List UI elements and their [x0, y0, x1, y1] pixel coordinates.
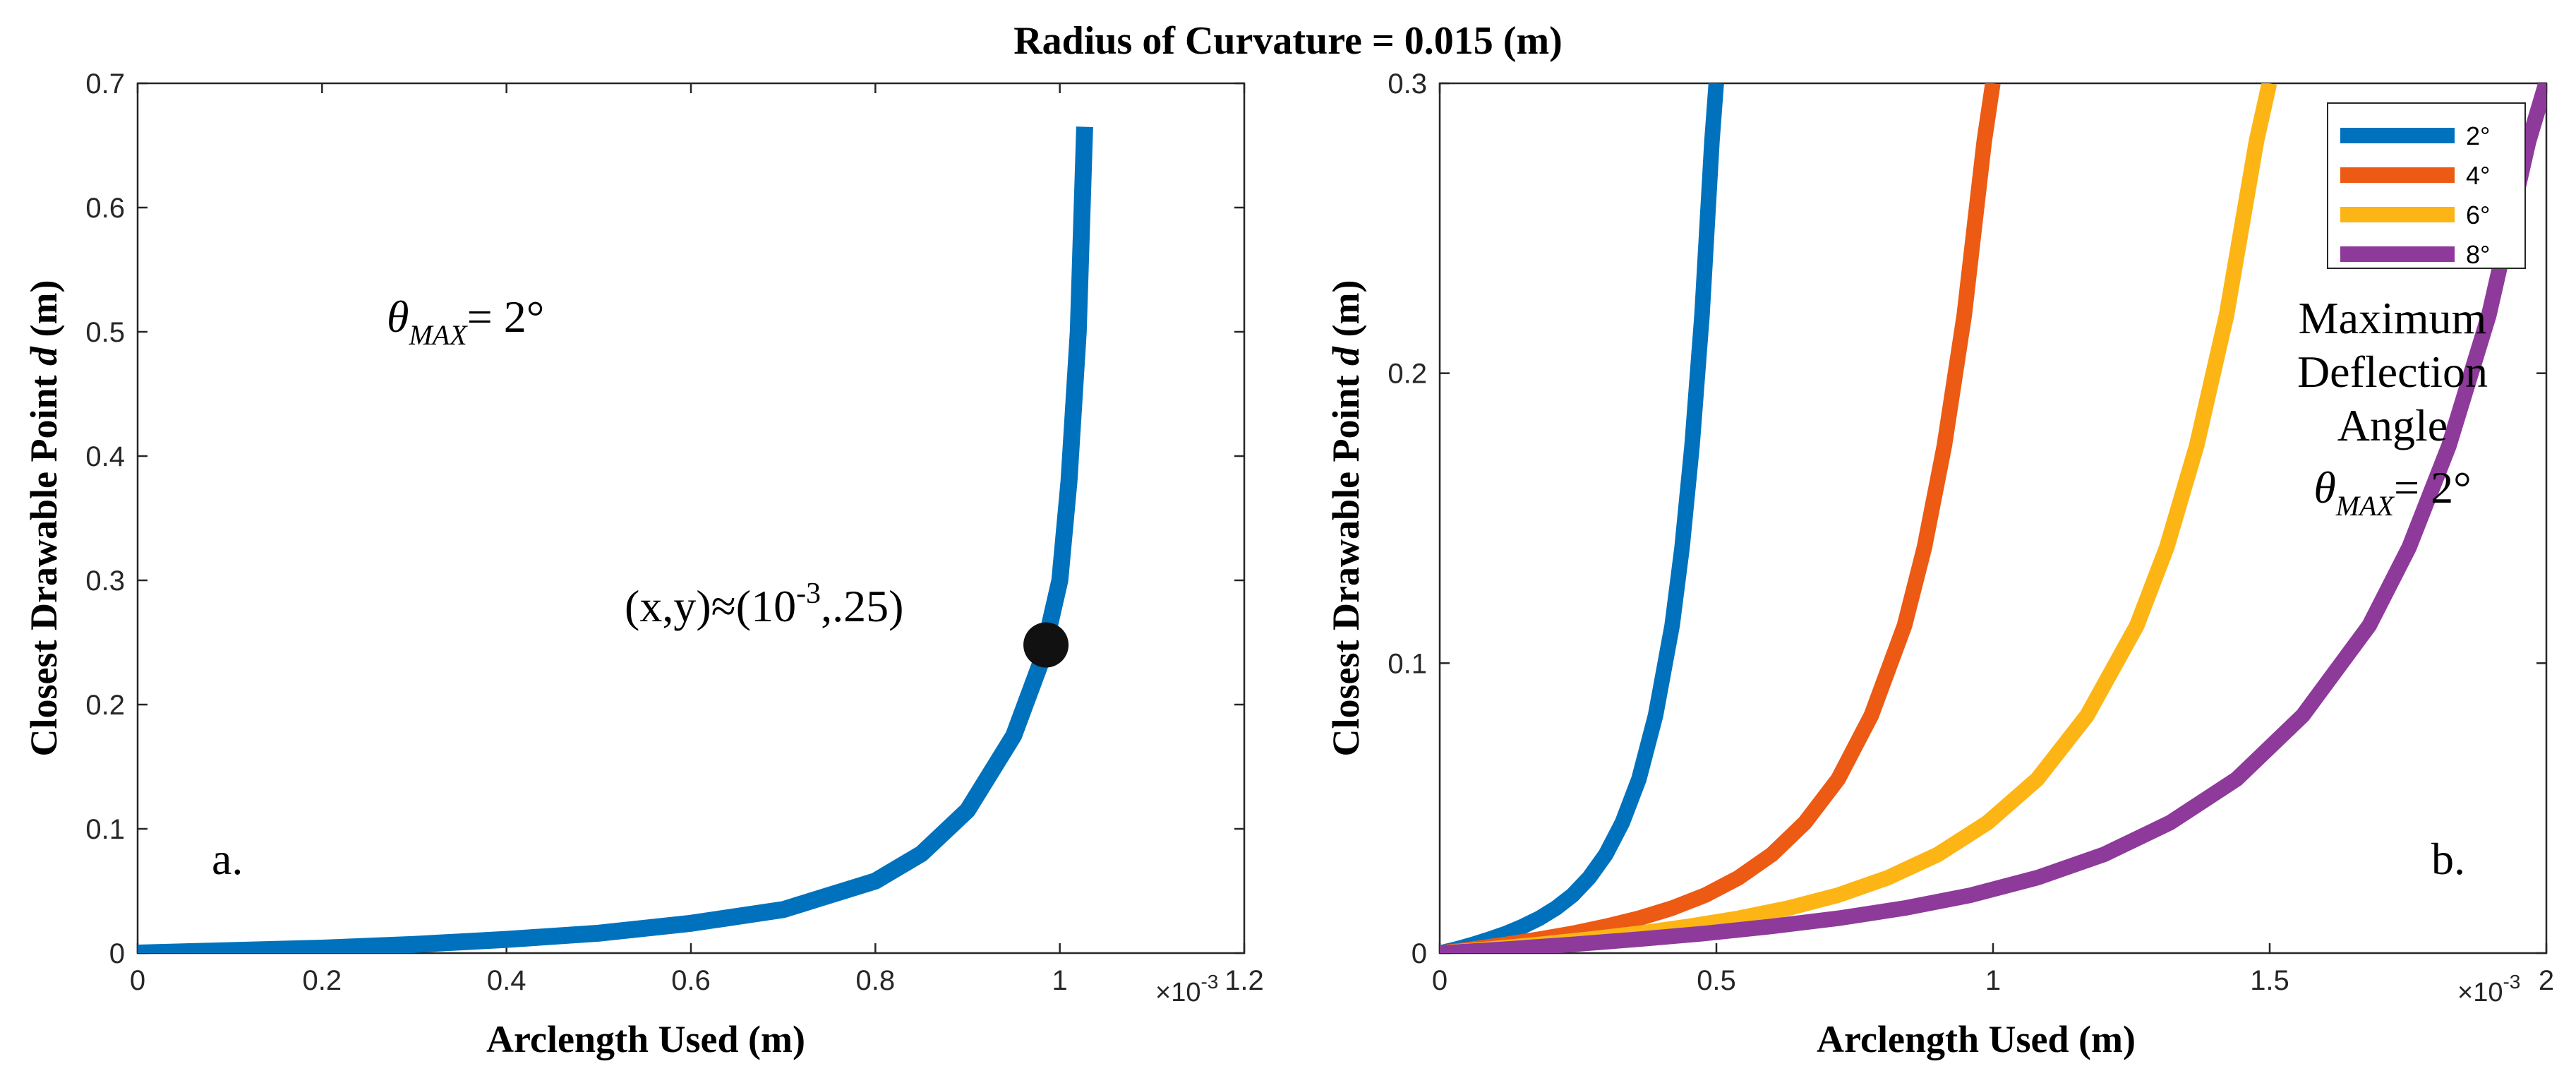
panel-b-series [1440, 83, 2546, 953]
legend-label-4deg: 4° [2466, 161, 2490, 190]
panel-b-series-line-2deg [1440, 83, 1724, 953]
panel-b-xtick-label: 0.5 [1697, 965, 1736, 996]
panel-b-legend: 2° 4° 6° 8° [2327, 102, 2526, 269]
panel-a-xtick-label: 0.2 [303, 965, 342, 996]
panel-a-theta-label: θMAX= 2° [387, 292, 544, 351]
panel-b-x-axis-label: Arclength Used (m) [1817, 1018, 2136, 1060]
panel-b-annotation-line-3: Angle [2337, 400, 2448, 450]
panel-a-ytick-label: 0 [109, 938, 125, 969]
panel-a-ytick-label: 0.7 [85, 68, 125, 100]
panel-b-theta-label: θMAX= 2° [2313, 462, 2471, 522]
legend-label-2deg: 2° [2466, 121, 2490, 150]
panel-a-xtick-label: 0 [130, 965, 145, 996]
panel-b-annotation: Maximum Deflection Angle θMAX= 2° [2297, 293, 2488, 522]
panel-b-ytick-label: 0.2 [1388, 359, 1427, 390]
panel-a-y-axis-label: Closest Drawable Point d (m) [23, 280, 65, 757]
panel-b-xtick-label: 0 [1432, 965, 1448, 996]
panel-a-ticks: 0 0.2 0.4 0.6 0.8 1 1.2 0 0.1 0.2 0.3 0.4 0.5 0.6 0.7 [85, 68, 1263, 996]
panel-b-xtick-label: 1 [1985, 965, 2001, 996]
panel-a-x-exponent: ×10-3 [1155, 971, 1218, 1007]
panel-b-label: b. [2431, 834, 2465, 884]
panel-a-xtick-label: 0.4 [487, 965, 526, 996]
panel-a-ytick-label: 0.1 [85, 814, 125, 845]
panel-b-ticks: 0 0.5 1 1.5 2 0 0.1 0.2 0.3 [1388, 68, 2554, 996]
panel-a-ytick-label: 0.5 [85, 317, 125, 348]
panel-a-xtick-label: 0.6 [671, 965, 711, 996]
panel-a-ytick-label: 0.3 [85, 566, 125, 597]
panel-b-ytick-label: 0.3 [1388, 68, 1427, 100]
panel-a-ytick-label: 0.4 [85, 441, 125, 472]
panel-b-x-exponent: ×10-3 [2457, 971, 2520, 1007]
panel-a-label: a. [212, 834, 243, 884]
panel-a-chart: 0 0.2 0.4 0.6 0.8 1 1.200.10.20.30.40.50.60.7 … [23, 68, 1264, 1060]
panel-b-y-axis-label: Closest Drawable Point d (m) [1325, 280, 1367, 757]
panel-a-xtick-label: 1 [1052, 965, 1068, 996]
panel-a-x-axis-label: Arclength Used (m) [486, 1018, 805, 1060]
panel-b-annotation-line-2: Deflection [2297, 347, 2488, 397]
panel-a-point-label: (x,y)≈(10-3,.25) [625, 578, 903, 631]
legend-label-6deg: 6° [2466, 201, 2490, 229]
panel-a-xtick-label: 0.8 [856, 965, 896, 996]
legend-label-8deg: 8° [2466, 240, 2490, 269]
panel-b-ytick-label: 0 [1412, 938, 1427, 969]
figure-title: Radius of Curvature = 0.015 (m) [1013, 19, 1563, 63]
panel-b-chart: 0 0.5 1 1.5 2 0 0.1 0.2 0.3 Maximum Deflection A… [1325, 68, 2554, 1060]
panel-a-highlight-point [1023, 622, 1069, 668]
panel-a-series-line-2deg [138, 126, 1093, 953]
panel-b-xtick-label: 2 [2539, 965, 2554, 996]
panel-a-ytick-label: 0.6 [85, 193, 125, 224]
panel-b-series-line-8deg [1440, 83, 2546, 953]
panel-b-xtick-label: 1.5 [2250, 965, 2289, 996]
panel-a-series [138, 126, 1093, 953]
panel-a-ytick-label: 0.2 [85, 690, 125, 721]
panel-a-xtick-label: 1.2 [1224, 965, 1264, 996]
panel-b-ytick-label: 0.1 [1388, 648, 1427, 679]
panel-b-annotation-line-1: Maximum [2299, 293, 2487, 343]
